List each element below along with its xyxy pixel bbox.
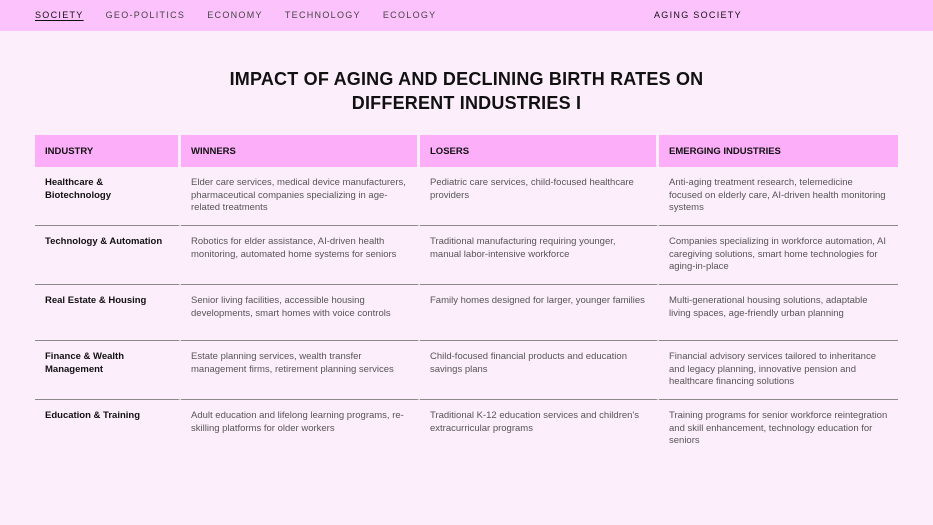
winners-cell: Adult education and lifelong learning pr… (181, 400, 420, 456)
emerging-cell: Multi-generational housing solutions, ad… (659, 285, 898, 341)
table-row: Technology & Automation Robotics for eld… (35, 226, 898, 285)
table-row: Finance & Wealth Management Estate plann… (35, 341, 898, 400)
nav-item-technology[interactable]: TECHNOLOGY (284, 10, 361, 20)
losers-cell: Child-focused financial products and edu… (420, 341, 659, 400)
table-row: Real Estate & Housing Senior living faci… (35, 285, 898, 341)
industry-impact-table: INDUSTRY WINNERS LOSERS EMERGING INDUSTR… (35, 135, 898, 456)
page-title-line-2: DIFFERENT INDUSTRIES I (351, 93, 582, 113)
emerging-cell: Companies specializing in workforce auto… (659, 226, 898, 285)
nav-item-economy[interactable]: ECONOMY (207, 10, 263, 20)
winners-cell: Senior living facilities, accessible hou… (181, 285, 420, 341)
section-label: AGING SOCIETY (654, 10, 742, 20)
losers-cell: Pediatric care services, child-focused h… (420, 167, 659, 226)
industry-cell: Technology & Automation (35, 226, 181, 285)
winners-cell: Elder care services, medical device manu… (181, 167, 420, 226)
winners-cell: Estate planning services, wealth transfe… (181, 341, 420, 400)
emerging-cell: Anti-aging treatment research, telemedic… (659, 167, 898, 226)
header-industry: INDUSTRY (35, 135, 181, 167)
industry-cell: Finance & Wealth Management (35, 341, 181, 400)
table-row: Healthcare & Biotechnology Elder care se… (35, 167, 898, 226)
nav-item-ecology[interactable]: ECOLOGY (382, 10, 437, 20)
winners-cell: Robotics for elder assistance, AI-driven… (181, 226, 420, 285)
losers-cell: Traditional K-12 education services and … (420, 400, 659, 456)
page-title: IMPACT OF AGING AND DECLINING BIRTH RATE… (0, 67, 933, 115)
nav-item-geo-politics[interactable]: GEO-POLITICS (105, 10, 186, 20)
table-header-row: INDUSTRY WINNERS LOSERS EMERGING INDUSTR… (35, 135, 898, 167)
header-emerging-industries: EMERGING INDUSTRIES (659, 135, 898, 167)
losers-cell: Family homes designed for larger, younge… (420, 285, 659, 341)
page-title-line-1: IMPACT OF AGING AND DECLINING BIRTH RATE… (229, 69, 704, 89)
header-losers: LOSERS (420, 135, 659, 167)
emerging-cell: Training programs for senior workforce r… (669, 410, 888, 446)
losers-cell: Traditional manufacturing requiring youn… (420, 226, 659, 285)
industry-cell: Real Estate & Housing (35, 285, 181, 341)
table-row: Education & Training Adult education and… (35, 400, 898, 456)
top-navigation-bar: SOCIETY GEO-POLITICS ECONOMY TECHNOLOGY … (0, 0, 933, 31)
category-nav: SOCIETY GEO-POLITICS ECONOMY TECHNOLOGY … (35, 10, 458, 20)
header-winners: WINNERS (181, 135, 420, 167)
nav-item-society[interactable]: SOCIETY (35, 10, 84, 20)
industry-cell: Healthcare & Biotechnology (35, 167, 181, 226)
industry-cell: Education & Training (35, 400, 181, 456)
emerging-cell: Financial advisory services tailored to … (659, 341, 898, 400)
